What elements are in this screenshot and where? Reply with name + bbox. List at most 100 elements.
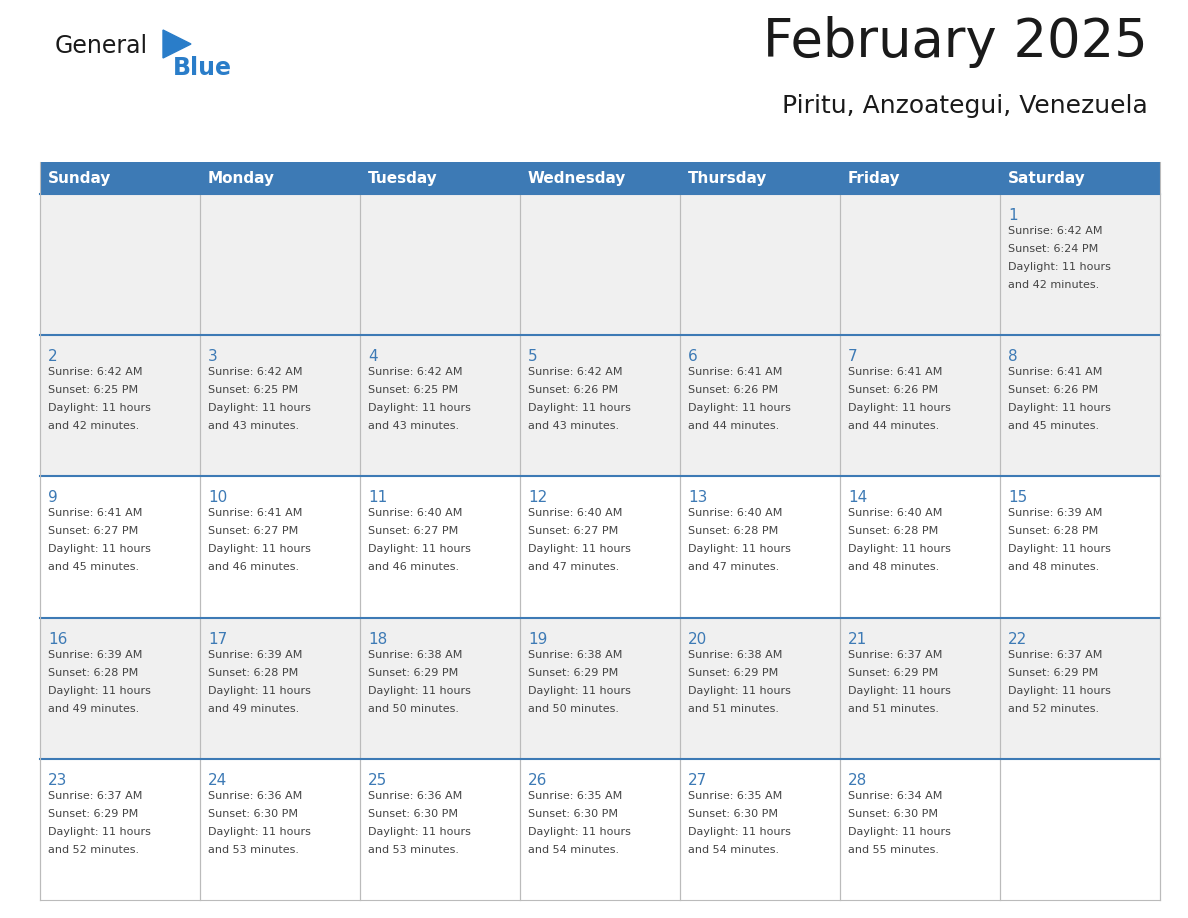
Text: and 50 minutes.: and 50 minutes. xyxy=(368,703,459,713)
Text: General: General xyxy=(55,34,148,58)
Text: Sunrise: 6:37 AM: Sunrise: 6:37 AM xyxy=(48,790,143,800)
Text: and 46 minutes.: and 46 minutes. xyxy=(208,563,299,573)
Text: 22: 22 xyxy=(1007,632,1028,646)
Text: Daylight: 11 hours: Daylight: 11 hours xyxy=(848,544,950,554)
Text: Sunset: 6:27 PM: Sunset: 6:27 PM xyxy=(208,526,298,536)
Text: and 47 minutes.: and 47 minutes. xyxy=(527,563,619,573)
Text: Sunrise: 6:37 AM: Sunrise: 6:37 AM xyxy=(848,650,942,660)
Text: and 51 minutes.: and 51 minutes. xyxy=(848,703,939,713)
Text: and 54 minutes.: and 54 minutes. xyxy=(688,845,779,855)
Text: Sunset: 6:25 PM: Sunset: 6:25 PM xyxy=(368,386,459,396)
Text: 28: 28 xyxy=(848,773,867,788)
Text: Daylight: 11 hours: Daylight: 11 hours xyxy=(527,827,631,837)
Text: Sunset: 6:28 PM: Sunset: 6:28 PM xyxy=(48,667,138,677)
Text: Sunrise: 6:41 AM: Sunrise: 6:41 AM xyxy=(1007,367,1102,377)
Text: Sunset: 6:30 PM: Sunset: 6:30 PM xyxy=(368,809,459,819)
Text: Daylight: 11 hours: Daylight: 11 hours xyxy=(848,686,950,696)
Text: 10: 10 xyxy=(208,490,227,506)
Text: and 43 minutes.: and 43 minutes. xyxy=(208,421,299,431)
Text: 13: 13 xyxy=(688,490,707,506)
Text: Sunset: 6:29 PM: Sunset: 6:29 PM xyxy=(688,667,778,677)
Text: Sunrise: 6:37 AM: Sunrise: 6:37 AM xyxy=(1007,650,1102,660)
Text: Daylight: 11 hours: Daylight: 11 hours xyxy=(848,827,950,837)
Text: Sunset: 6:28 PM: Sunset: 6:28 PM xyxy=(848,526,939,536)
Text: 11: 11 xyxy=(368,490,387,506)
Text: Daylight: 11 hours: Daylight: 11 hours xyxy=(368,686,470,696)
Text: Sunset: 6:28 PM: Sunset: 6:28 PM xyxy=(208,667,298,677)
Bar xyxy=(40,476,1159,618)
Text: and 54 minutes.: and 54 minutes. xyxy=(527,845,619,855)
Text: 18: 18 xyxy=(368,632,387,646)
Text: 2: 2 xyxy=(48,349,58,364)
Text: and 47 minutes.: and 47 minutes. xyxy=(688,563,779,573)
Text: Sunset: 6:27 PM: Sunset: 6:27 PM xyxy=(368,526,459,536)
Text: Daylight: 11 hours: Daylight: 11 hours xyxy=(1007,403,1111,413)
Text: Daylight: 11 hours: Daylight: 11 hours xyxy=(208,827,311,837)
Polygon shape xyxy=(163,30,191,58)
Text: 9: 9 xyxy=(48,490,58,506)
Text: Sunset: 6:29 PM: Sunset: 6:29 PM xyxy=(1007,667,1098,677)
Text: Daylight: 11 hours: Daylight: 11 hours xyxy=(368,544,470,554)
Text: Daylight: 11 hours: Daylight: 11 hours xyxy=(48,686,151,696)
Text: and 42 minutes.: and 42 minutes. xyxy=(48,421,139,431)
Text: and 43 minutes.: and 43 minutes. xyxy=(368,421,459,431)
Text: and 51 minutes.: and 51 minutes. xyxy=(688,703,779,713)
Text: and 46 minutes.: and 46 minutes. xyxy=(368,563,459,573)
Text: Sunset: 6:30 PM: Sunset: 6:30 PM xyxy=(848,809,939,819)
Text: Sunrise: 6:41 AM: Sunrise: 6:41 AM xyxy=(688,367,783,377)
Text: 7: 7 xyxy=(848,349,858,364)
Text: Daylight: 11 hours: Daylight: 11 hours xyxy=(368,827,470,837)
Text: Sunrise: 6:42 AM: Sunrise: 6:42 AM xyxy=(1007,226,1102,236)
Text: Sunrise: 6:39 AM: Sunrise: 6:39 AM xyxy=(1007,509,1102,519)
Text: Piritu, Anzoategui, Venezuela: Piritu, Anzoategui, Venezuela xyxy=(782,94,1148,118)
Text: Sunrise: 6:39 AM: Sunrise: 6:39 AM xyxy=(48,650,143,660)
Text: and 42 minutes.: and 42 minutes. xyxy=(1007,280,1099,290)
Text: Daylight: 11 hours: Daylight: 11 hours xyxy=(688,827,791,837)
Text: Daylight: 11 hours: Daylight: 11 hours xyxy=(688,403,791,413)
Text: 20: 20 xyxy=(688,632,707,646)
Text: and 45 minutes.: and 45 minutes. xyxy=(1007,421,1099,431)
Text: 16: 16 xyxy=(48,632,68,646)
Text: Sunday: Sunday xyxy=(48,171,112,185)
Bar xyxy=(360,162,520,194)
Text: Sunset: 6:26 PM: Sunset: 6:26 PM xyxy=(848,386,939,396)
Text: 12: 12 xyxy=(527,490,548,506)
Text: Daylight: 11 hours: Daylight: 11 hours xyxy=(688,686,791,696)
Text: 6: 6 xyxy=(688,349,697,364)
Text: and 50 minutes.: and 50 minutes. xyxy=(527,703,619,713)
Text: and 52 minutes.: and 52 minutes. xyxy=(48,845,139,855)
Text: Daylight: 11 hours: Daylight: 11 hours xyxy=(208,686,311,696)
Text: Daylight: 11 hours: Daylight: 11 hours xyxy=(48,827,151,837)
Bar xyxy=(40,162,200,194)
Text: Daylight: 11 hours: Daylight: 11 hours xyxy=(208,403,311,413)
Text: and 55 minutes.: and 55 minutes. xyxy=(848,845,939,855)
Text: Saturday: Saturday xyxy=(1007,171,1086,185)
Text: Sunset: 6:29 PM: Sunset: 6:29 PM xyxy=(527,667,618,677)
Text: Daylight: 11 hours: Daylight: 11 hours xyxy=(848,403,950,413)
Text: Daylight: 11 hours: Daylight: 11 hours xyxy=(1007,544,1111,554)
Text: Daylight: 11 hours: Daylight: 11 hours xyxy=(48,403,151,413)
Text: Sunset: 6:30 PM: Sunset: 6:30 PM xyxy=(208,809,298,819)
Text: Sunrise: 6:34 AM: Sunrise: 6:34 AM xyxy=(848,790,942,800)
Text: 5: 5 xyxy=(527,349,538,364)
Text: Sunrise: 6:39 AM: Sunrise: 6:39 AM xyxy=(208,650,303,660)
Text: 17: 17 xyxy=(208,632,227,646)
Bar xyxy=(40,618,1159,759)
Text: Sunrise: 6:42 AM: Sunrise: 6:42 AM xyxy=(208,367,303,377)
Text: and 48 minutes.: and 48 minutes. xyxy=(1007,563,1099,573)
Text: Sunrise: 6:42 AM: Sunrise: 6:42 AM xyxy=(527,367,623,377)
Text: Daylight: 11 hours: Daylight: 11 hours xyxy=(1007,262,1111,272)
Text: Daylight: 11 hours: Daylight: 11 hours xyxy=(368,403,470,413)
Text: Sunset: 6:28 PM: Sunset: 6:28 PM xyxy=(688,526,778,536)
Text: Sunset: 6:30 PM: Sunset: 6:30 PM xyxy=(688,809,778,819)
Text: Sunrise: 6:38 AM: Sunrise: 6:38 AM xyxy=(368,650,462,660)
Text: Sunrise: 6:40 AM: Sunrise: 6:40 AM xyxy=(368,509,462,519)
Text: Daylight: 11 hours: Daylight: 11 hours xyxy=(208,544,311,554)
Bar xyxy=(200,162,360,194)
Text: and 45 minutes.: and 45 minutes. xyxy=(48,563,139,573)
Text: Sunrise: 6:38 AM: Sunrise: 6:38 AM xyxy=(527,650,623,660)
Text: Sunrise: 6:41 AM: Sunrise: 6:41 AM xyxy=(848,367,942,377)
Text: Sunset: 6:30 PM: Sunset: 6:30 PM xyxy=(527,809,618,819)
Text: Sunset: 6:26 PM: Sunset: 6:26 PM xyxy=(1007,386,1098,396)
Text: 21: 21 xyxy=(848,632,867,646)
